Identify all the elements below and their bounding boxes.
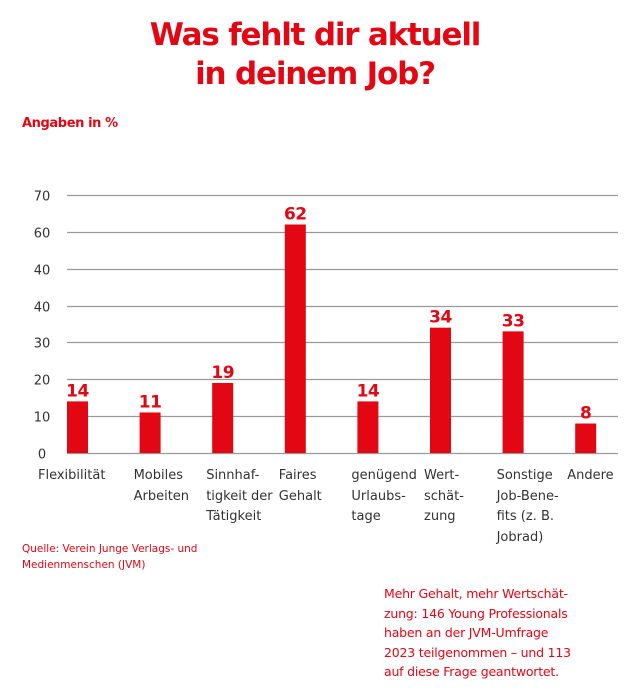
survey-note: Mehr Gehalt, mehr Wertschät- zung: 146 Y…: [384, 584, 571, 682]
data-label: 19: [211, 363, 234, 383]
bar: [357, 401, 379, 453]
unit-label: Angaben in %: [22, 116, 118, 131]
data-label: 8: [580, 404, 591, 424]
category-label-line: Jobrad): [496, 529, 544, 545]
note-line-3: haben an der JVM-Umfrage: [384, 625, 549, 640]
y-tick-label: 30: [34, 337, 51, 352]
note-line-2: zung: 146 Young Professionals: [384, 605, 568, 621]
y-tick-label: 10: [34, 411, 51, 426]
bar: [67, 401, 88, 453]
category-label-line: Andere: [567, 468, 614, 483]
category-label-line: Tätigkeit: [206, 509, 262, 524]
category-label: Wert-schät-zung: [424, 466, 464, 528]
data-label: 33: [502, 311, 525, 331]
category-label-line: fits (z. B.: [496, 509, 554, 524]
data-label: 62: [284, 204, 307, 224]
note-line-5: auf diese Frage geantwortet.: [384, 664, 559, 679]
category-label: Sinnhaf-tigkeit der Tätigkeit: [206, 466, 272, 528]
y-tick-label: 0: [38, 448, 46, 463]
y-tick-label: 40: [34, 301, 51, 316]
note-line-4: 2023 teilgenommen – und 113: [384, 644, 571, 660]
source-note: Quelle: Verein Junge Verlags- und Medien…: [22, 541, 197, 573]
source-line-1: Quelle: Verein Junge Verlags- und: [22, 543, 198, 555]
bar: [430, 327, 451, 453]
category-label-line: Flexibilität: [38, 468, 106, 483]
category-label-line: Job-Bene-: [496, 488, 559, 504]
bar-chart: 0 10 20 30 40 40 60 70 14 11 19 62 14 34 33 8: [34, 190, 618, 463]
category-label-line: zung: [424, 509, 456, 524]
category-label: Andere: [567, 466, 613, 487]
category-label-line: Mobiles: [133, 468, 184, 483]
category-label-line: Gehalt: [278, 488, 322, 504]
category-label-line: tigkeit der: [206, 488, 273, 504]
data-label: 14: [357, 381, 380, 401]
category-label-line: Urlaubs-: [351, 488, 406, 504]
source-line-2: Medienmenschen (JVM): [22, 559, 146, 571]
chart-title: Was fehlt dir aktuell in deinem Job?: [0, 16, 630, 94]
y-tick-label: 70: [34, 190, 51, 205]
y-tick-label: 40: [34, 264, 51, 279]
category-label-line: Sonstige: [496, 468, 553, 483]
category-label-line: Faires: [278, 468, 317, 483]
category-label-line: genügend: [351, 468, 417, 483]
y-axis-ticks: 0 10 20 30 40 40 60 70: [34, 190, 51, 463]
y-tick-label: 60: [34, 227, 51, 242]
category-label: Flexibilität: [38, 466, 105, 487]
data-label: 34: [429, 308, 452, 328]
category-label-line: Wert-: [424, 468, 460, 483]
category-label-line: schät-: [424, 488, 464, 504]
gridlines: [67, 194, 618, 455]
y-tick-label: 20: [34, 374, 51, 389]
bar: [212, 382, 234, 453]
category-label-line: Arbeiten: [133, 488, 190, 504]
chart-title-line-2: in deinem Job?: [195, 56, 436, 92]
category-label-line: tage: [351, 509, 381, 524]
bar: [284, 224, 306, 453]
note-line-1: Mehr Gehalt, mehr Wertschät-: [384, 586, 568, 601]
data-label: 11: [139, 392, 162, 412]
bars: [67, 224, 597, 453]
category-label: genügend Urlaubs-tage: [351, 466, 416, 528]
bar: [502, 331, 524, 453]
category-label: Faires Gehalt: [279, 466, 322, 507]
chart-title-line-1: Was fehlt dir aktuell: [149, 17, 482, 53]
bar: [139, 412, 161, 453]
data-labels: 14 11 19 62 14 34 33 8: [66, 204, 592, 424]
category-label: Mobiles Arbeiten: [134, 466, 189, 507]
category-label-line: Sinnhaf-: [206, 468, 260, 483]
data-label: 14: [66, 381, 89, 401]
category-label: Sonstige Job-Bene-fits (z. B. Jobrad): [497, 466, 559, 548]
bar: [575, 423, 597, 453]
